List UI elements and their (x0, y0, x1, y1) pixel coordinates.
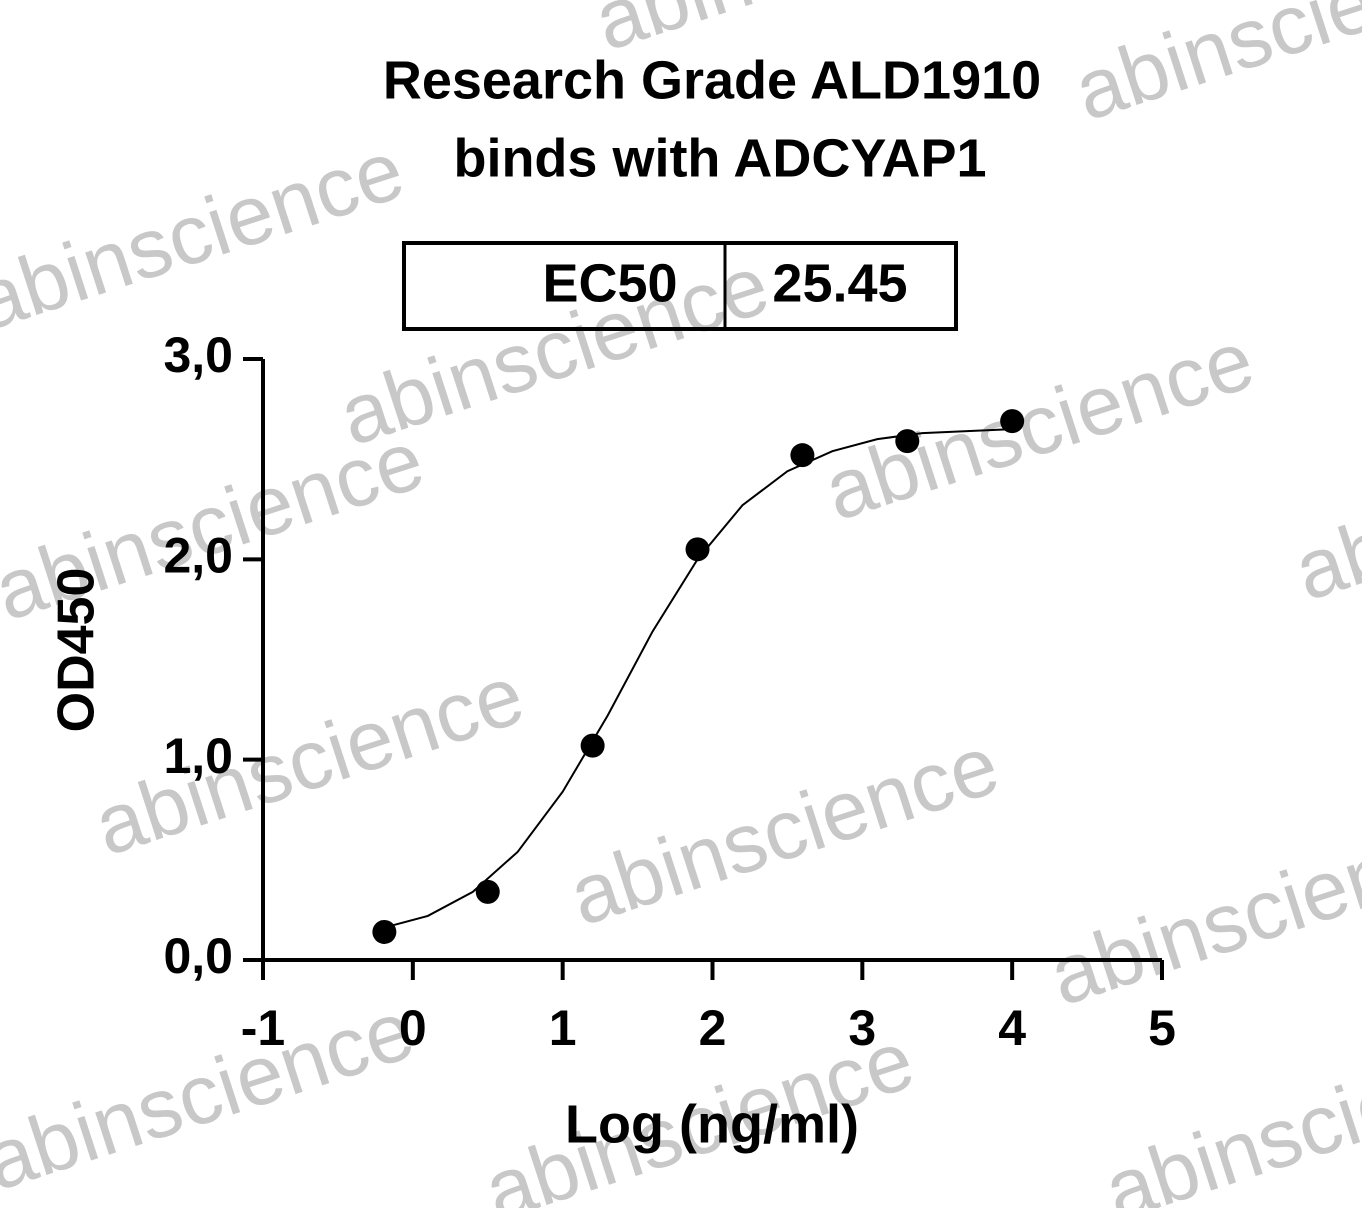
x-tick-label: -1 (241, 1000, 285, 1056)
watermark: abinscience (0, 982, 424, 1208)
data-point (475, 879, 500, 904)
watermark: abinscience (1063, 0, 1362, 138)
ec50-label: EC50 (542, 253, 677, 313)
data-point (790, 443, 815, 468)
data-point (1000, 409, 1025, 434)
x-tick-label: 3 (848, 1000, 876, 1056)
chart-title: binds with ADCYAP1 (453, 128, 986, 188)
x-tick-label: 0 (399, 1000, 427, 1056)
y-tick-label: 3,0 (163, 327, 233, 383)
watermark: abinscience (1093, 1012, 1362, 1208)
chart-title: Research Grade ALD1910 (383, 50, 1041, 110)
y-axis-label: OD450 (48, 568, 106, 733)
x-axis-label: Log (ng/ml) (565, 1094, 859, 1154)
y-tick-label: 2,0 (163, 528, 233, 584)
data-point (372, 919, 397, 944)
y-tick-label: 1,0 (163, 728, 233, 784)
data-point (895, 429, 920, 454)
watermark: abinscience (813, 312, 1264, 538)
x-tick-label: 1 (549, 1000, 577, 1056)
x-tick-label: 2 (699, 1000, 727, 1056)
watermark: abinscience (558, 717, 1009, 943)
watermark: abinscience (0, 122, 414, 348)
y-tick-label: 0,0 (163, 928, 233, 984)
ec50-value: 25.45 (772, 253, 907, 313)
watermark: abinscience (83, 647, 534, 873)
x-tick-label: 4 (998, 1000, 1026, 1056)
watermark: abinscience (1283, 392, 1362, 618)
ec50-table (402, 241, 958, 331)
watermark: abinscience (1038, 797, 1362, 1023)
x-tick-label: 5 (1148, 1000, 1176, 1056)
data-point (685, 537, 710, 562)
data-point (580, 733, 605, 758)
